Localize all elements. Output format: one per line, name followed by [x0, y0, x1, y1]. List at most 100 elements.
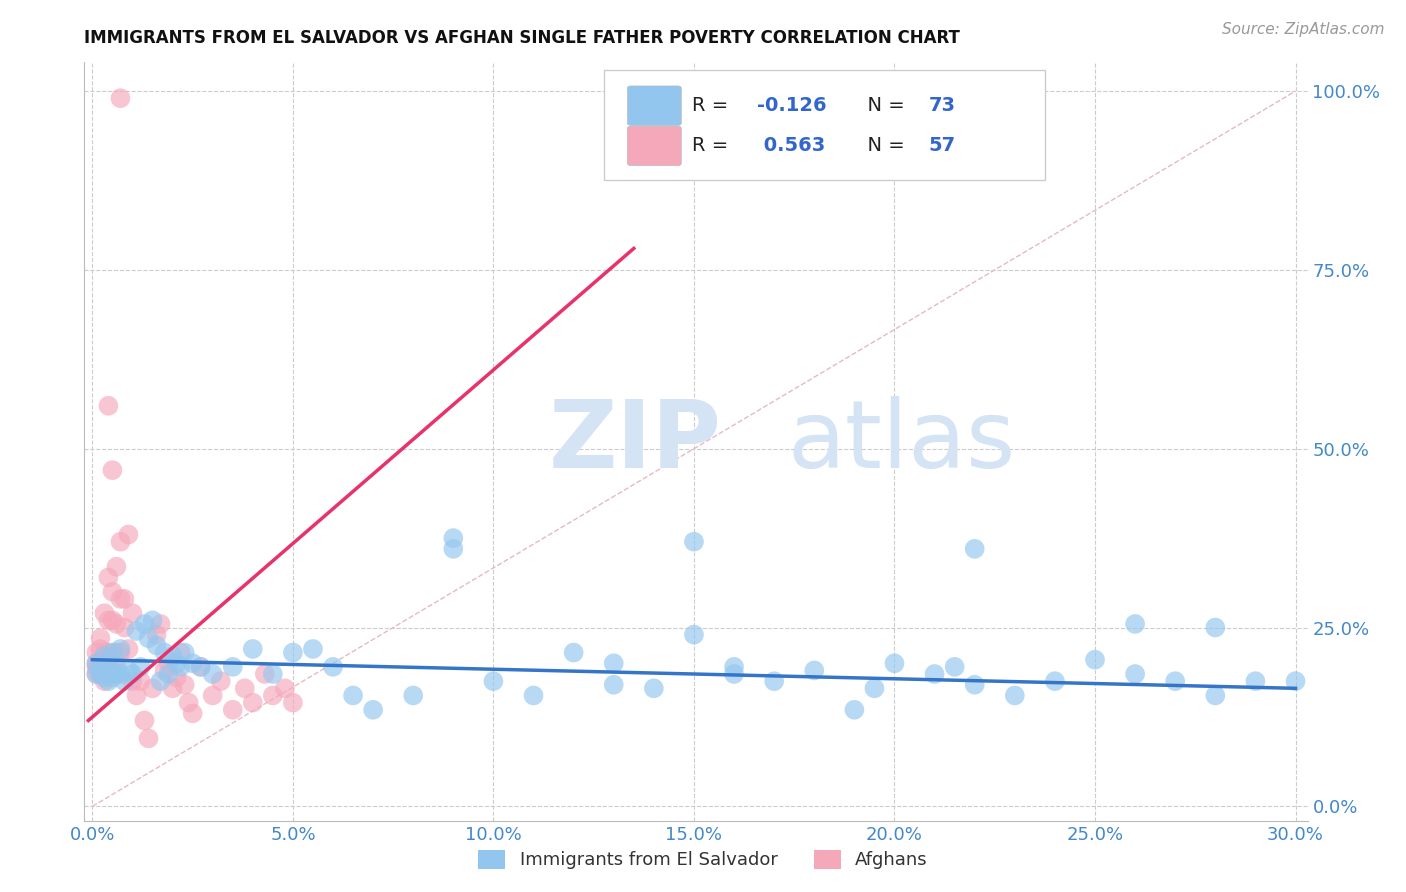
Point	[302, 642, 325, 657]
Point	[101, 671, 124, 685]
Point	[97, 613, 120, 627]
Point	[262, 667, 284, 681]
Point	[110, 667, 132, 681]
Point	[281, 646, 304, 660]
Text: N =: N =	[855, 136, 911, 155]
Point	[149, 674, 172, 689]
Point	[162, 649, 184, 664]
Point	[97, 657, 120, 671]
Point	[101, 584, 124, 599]
Point	[169, 646, 191, 660]
Point	[209, 674, 232, 689]
Point	[93, 674, 115, 689]
Point	[863, 681, 886, 696]
Point	[603, 678, 626, 692]
Point	[522, 689, 544, 703]
Point	[101, 667, 124, 681]
Point	[274, 681, 297, 696]
Point	[262, 689, 284, 703]
Point	[105, 559, 128, 574]
Point	[153, 664, 176, 678]
Legend: Immigrants from El Salvador, Afghans: Immigrants from El Salvador, Afghans	[470, 841, 936, 879]
Point	[138, 731, 160, 746]
Point	[97, 646, 120, 660]
Point	[117, 527, 139, 541]
Point	[1204, 620, 1226, 634]
Point	[121, 674, 143, 689]
Point	[157, 667, 180, 681]
Point	[190, 660, 212, 674]
Text: IMMIGRANTS FROM EL SALVADOR VS AFGHAN SINGLE FATHER POVERTY CORRELATION CHART: IMMIGRANTS FROM EL SALVADOR VS AFGHAN SI…	[84, 29, 960, 47]
Point	[110, 642, 132, 657]
Text: Source: ZipAtlas.com: Source: ZipAtlas.com	[1222, 22, 1385, 37]
Point	[222, 703, 245, 717]
Point	[110, 534, 132, 549]
Point	[1123, 667, 1146, 681]
Text: atlas: atlas	[787, 395, 1017, 488]
Point	[1204, 689, 1226, 703]
Point	[117, 664, 139, 678]
Point	[89, 667, 111, 681]
Point	[86, 667, 108, 681]
Point	[173, 646, 195, 660]
Point	[97, 674, 120, 689]
Point	[1244, 674, 1267, 689]
Text: N =: N =	[855, 96, 911, 115]
Point	[683, 534, 706, 549]
Point	[114, 674, 136, 689]
Point	[114, 591, 136, 606]
Point	[1043, 674, 1066, 689]
Text: 73: 73	[928, 96, 956, 115]
Point	[89, 660, 111, 674]
Point	[125, 689, 148, 703]
Point	[138, 632, 160, 646]
Point	[242, 696, 264, 710]
Point	[169, 660, 191, 674]
Point	[93, 646, 115, 660]
Point	[129, 674, 152, 689]
Point	[1123, 616, 1146, 631]
Text: R =: R =	[692, 96, 735, 115]
Point	[683, 628, 706, 642]
Point	[1164, 674, 1187, 689]
Point	[924, 667, 946, 681]
Point	[110, 591, 132, 606]
Point	[233, 681, 256, 696]
Point	[89, 642, 111, 657]
Point	[253, 667, 276, 681]
Point	[121, 667, 143, 681]
Point	[943, 660, 966, 674]
Point	[723, 660, 745, 674]
Point	[121, 606, 143, 620]
Point	[86, 657, 108, 671]
Text: R =: R =	[692, 136, 735, 155]
Point	[114, 620, 136, 634]
Point	[101, 646, 124, 660]
Point	[883, 657, 905, 671]
Point	[482, 674, 505, 689]
Point	[134, 616, 156, 631]
Point	[643, 681, 665, 696]
Point	[97, 399, 120, 413]
Point	[129, 660, 152, 674]
Point	[101, 657, 124, 671]
Point	[201, 689, 224, 703]
Point	[361, 703, 384, 717]
Point	[125, 624, 148, 639]
Point	[181, 706, 204, 721]
Point	[441, 531, 464, 545]
Point	[803, 664, 825, 678]
Point	[177, 696, 200, 710]
Point	[101, 463, 124, 477]
Point	[141, 613, 163, 627]
Point	[145, 639, 167, 653]
Text: 57: 57	[928, 136, 956, 155]
Point	[105, 646, 128, 660]
Point	[97, 660, 120, 674]
Point	[173, 678, 195, 692]
Point	[134, 714, 156, 728]
Point	[1284, 674, 1306, 689]
Point	[89, 660, 111, 674]
Point	[86, 657, 108, 671]
Point	[149, 616, 172, 631]
